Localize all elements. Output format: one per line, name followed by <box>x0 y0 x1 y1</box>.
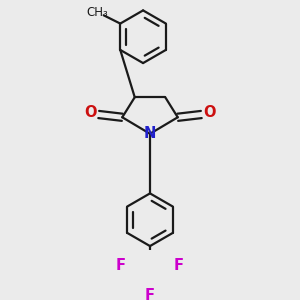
Text: F: F <box>174 258 184 273</box>
Text: F: F <box>145 288 155 300</box>
Text: O: O <box>85 105 97 120</box>
Text: N: N <box>144 126 156 141</box>
Text: CH₃: CH₃ <box>87 6 108 19</box>
Text: O: O <box>203 105 215 120</box>
Text: F: F <box>116 258 126 273</box>
